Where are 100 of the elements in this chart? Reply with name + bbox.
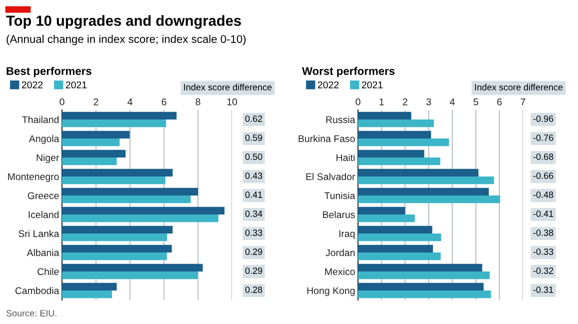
y-tick-label: El Salvador [306, 172, 356, 180]
x-tick-label: 1 [380, 98, 384, 106]
bar [62, 112, 177, 120]
chart-title: Top 10 upgrades and downgrades [6, 15, 241, 29]
bar [358, 226, 432, 234]
bar [358, 188, 489, 196]
bar [62, 272, 198, 280]
bar [62, 214, 218, 222]
legend-label: 2022 [22, 81, 43, 88]
text: -0.48 [533, 192, 554, 198]
bar [62, 150, 126, 158]
bar [358, 158, 440, 166]
x-tick-label: 3 [426, 98, 431, 106]
y-tick-label: Niger [36, 154, 60, 164]
text: Index score difference [184, 84, 272, 90]
bar [358, 234, 442, 242]
bar [62, 176, 166, 184]
y-tick-label: Greece [28, 192, 59, 200]
text: 0.41 [245, 192, 262, 198]
text: -0.32 [533, 268, 554, 274]
bar [358, 196, 500, 204]
bar [358, 214, 415, 222]
text: -0.33 [533, 248, 554, 255]
bar [62, 188, 198, 196]
bar [358, 264, 482, 272]
x-tick-label: 4 [128, 98, 132, 106]
bar [62, 206, 225, 214]
bar [358, 176, 494, 184]
y-tick-label: Haiti [336, 154, 355, 162]
text: -0.31 [533, 286, 554, 293]
bar [358, 290, 491, 298]
x-tick-label: 7 [520, 98, 526, 106]
x-tick-label: 6 [162, 98, 166, 106]
y-tick-label: Thailand [22, 116, 59, 124]
y-tick-label: Iceland [28, 210, 59, 218]
text: 0.43 [245, 172, 262, 179]
y-tick-label: Mexico [325, 268, 355, 276]
x-tick-label: 2 [402, 98, 408, 106]
y-tick-label: Jordan [326, 248, 355, 256]
x-tick-label: 0 [356, 98, 360, 106]
x-tick-label: 0 [60, 98, 64, 106]
x-tick-label: 6 [497, 98, 502, 106]
y-tick-label: Russia [326, 116, 356, 124]
y-tick-label: Tunisia [324, 192, 356, 200]
bar [358, 150, 424, 158]
text: -0.76 [533, 134, 554, 141]
bar [358, 244, 433, 252]
bar [358, 272, 490, 280]
bar [358, 168, 478, 176]
bar [358, 282, 484, 290]
text: 0.62 [245, 116, 262, 122]
text: 0.34 [245, 210, 262, 217]
legend-label: 2021 [66, 81, 87, 88]
bar [62, 196, 191, 204]
text: 0.29 [245, 268, 262, 274]
y-tick-label: Sri Lanka [18, 230, 60, 238]
bar [358, 120, 434, 128]
y-tick-label: Cambodia [15, 286, 60, 294]
bar [62, 226, 173, 234]
legend-label: 2022 [318, 81, 339, 88]
legend-title: Worst performers [302, 66, 395, 78]
chart-subtitle: (Annual change in index score; index scale 0-10) [6, 34, 246, 46]
text: 0.29 [245, 248, 262, 255]
x-tick-label: 2 [94, 98, 98, 106]
bar [62, 264, 203, 272]
text: 0.50 [245, 154, 262, 160]
text: -0.68 [533, 154, 554, 160]
y-tick-label: Montenegro [8, 173, 59, 182]
text: Index score difference [475, 84, 563, 90]
bar [62, 244, 172, 252]
bar [62, 120, 166, 128]
bar [358, 130, 432, 138]
bar [62, 168, 173, 176]
text: -0.96 [533, 116, 554, 122]
bar [62, 252, 167, 260]
bar [62, 290, 112, 298]
text: 0.33 [245, 230, 262, 236]
text: -0.38 [533, 230, 554, 236]
text: -0.66 [533, 172, 554, 179]
text: 0.28 [245, 286, 262, 293]
bar [358, 206, 406, 214]
bar [62, 282, 117, 290]
y-tick-label: Hong Kong [307, 287, 355, 296]
bar [358, 252, 441, 260]
bar [358, 138, 449, 146]
y-tick-label: Belarus [323, 210, 355, 218]
bar [62, 130, 130, 138]
y-tick-label: Iraq [339, 230, 355, 240]
bar [62, 158, 117, 166]
source-note: Source: EIU. [6, 310, 56, 316]
bar [62, 138, 120, 146]
legend-title: Best performers [6, 66, 92, 78]
x-tick-label: 5 [474, 98, 478, 106]
legend-label: 2021 [362, 81, 383, 88]
text: 0.59 [245, 134, 262, 141]
y-tick-label: Angola [28, 134, 60, 144]
y-tick-label: Albania [26, 248, 60, 256]
x-tick-label: 8 [196, 98, 200, 106]
x-tick-label: 4 [450, 98, 455, 106]
text: -0.41 [533, 210, 554, 217]
